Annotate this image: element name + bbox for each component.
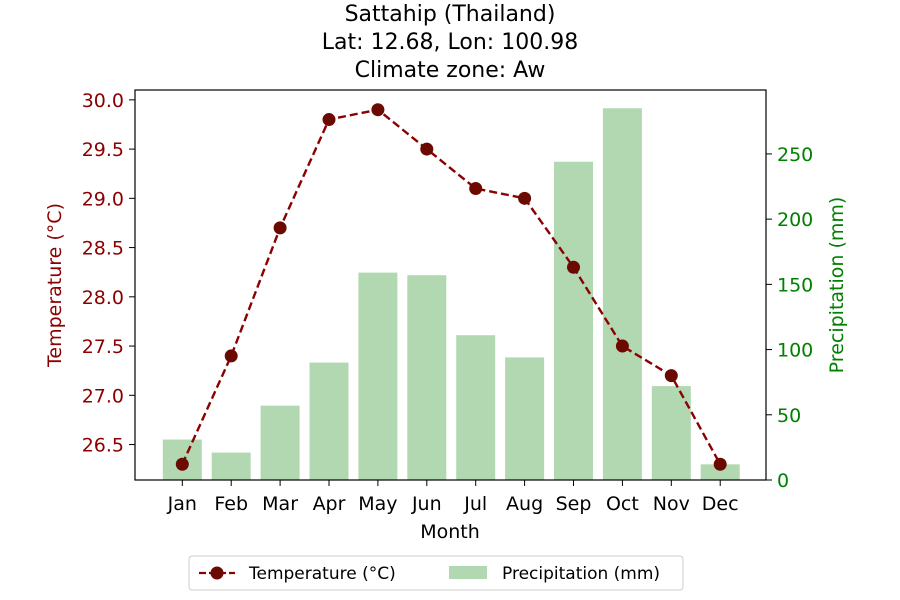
temperature-tick-label: 27.0 — [82, 385, 124, 407]
temperature-tick-label: 29.0 — [82, 188, 124, 210]
x-tick-label-jan: Jan — [167, 493, 197, 515]
x-tick-label-sep: Sep — [556, 493, 592, 515]
temperature-tick-label: 27.5 — [82, 336, 124, 358]
temperature-point-oct — [615, 339, 629, 353]
temperature-point-jun — [420, 142, 434, 156]
precipitation-bar-feb — [211, 452, 251, 480]
x-tick-label-aug: Aug — [506, 493, 543, 515]
legend-temperature-label: Temperature (°C) — [248, 564, 396, 584]
precipitation-bar-oct — [602, 108, 642, 481]
y-axis-label-temperature: Temperature (°C) — [44, 203, 66, 368]
legend: Temperature (°C) Precipitation (mm) — [188, 555, 684, 591]
temperature-tick-label: 28.0 — [82, 287, 124, 309]
chart-title-line-2: Lat: 12.68, Lon: 100.98 — [322, 30, 578, 55]
precipitation-bar-jul — [456, 335, 496, 480]
precipitation-bar-apr — [309, 362, 349, 480]
temperature-series-line — [181, 108, 722, 465]
precipitation-tick-label: 50 — [777, 405, 801, 427]
chart-title-line-3: Climate zone: Aw — [355, 58, 546, 83]
x-tick-label-dec: Dec — [702, 493, 739, 515]
x-tick-label-nov: Nov — [653, 493, 690, 515]
legend-precipitation-label: Precipitation (mm) — [502, 564, 660, 584]
precipitation-bars — [162, 108, 740, 481]
plot-frame — [134, 89, 767, 481]
precipitation-tick-label: 250 — [777, 144, 813, 166]
legend-precipitation-swatch — [449, 566, 487, 579]
temperature-tick-label: 26.5 — [82, 435, 124, 457]
x-tick-label-feb: Feb — [214, 493, 248, 515]
temperature-point-feb — [224, 349, 238, 363]
x-tick-label-oct: Oct — [606, 493, 639, 515]
temperature-point-aug — [518, 191, 532, 205]
precipitation-bar-mar — [260, 405, 300, 480]
precipitation-bar-jun — [407, 275, 447, 480]
chart-axes: Jan Feb Mar Apr May Jun Jul Aug Sep Oct Nov Dec 26.5… — [82, 89, 813, 515]
temperature-point-dec — [713, 457, 727, 471]
precipitation-bar-may — [358, 272, 398, 480]
x-tick-label-mar: Mar — [262, 493, 298, 515]
temperature-tick-label: 30.0 — [82, 90, 124, 112]
x-tick-label-jun: Jun — [411, 493, 442, 515]
temperature-point-mar — [273, 221, 287, 235]
x-tick-label-apr: Apr — [313, 493, 346, 515]
temperature-point-jul — [469, 181, 483, 195]
x-tick-label-jul: Jul — [463, 493, 487, 515]
precipitation-bar-dec — [700, 464, 740, 480]
temperature-point-nov — [664, 369, 678, 383]
temperature-point-jan — [175, 457, 189, 471]
temperature-point-sep — [567, 260, 581, 274]
legend-temperature-marker — [210, 566, 224, 580]
precipitation-tick-label: 200 — [777, 209, 813, 231]
precipitation-bar-sep — [554, 161, 594, 480]
temperature-line — [175, 103, 727, 471]
chart-title-line-1: Sattahip (Thailand) — [345, 2, 556, 27]
temperature-tick-label: 28.5 — [82, 238, 124, 260]
precipitation-tick-label: 150 — [777, 274, 813, 296]
temperature-point-apr — [322, 113, 336, 127]
x-axis-label: Month — [420, 521, 480, 543]
temperature-point-may — [371, 103, 385, 117]
temperature-tick-label: 29.5 — [82, 139, 124, 161]
precipitation-tick-label: 0 — [777, 470, 789, 492]
x-tick-label-may: May — [358, 493, 397, 515]
precipitation-tick-label: 100 — [777, 340, 813, 362]
y-axis-label-precipitation: Precipitation (mm) — [826, 197, 848, 374]
precipitation-bar-nov — [651, 386, 691, 480]
precipitation-bar-aug — [505, 357, 545, 480]
legend-frame — [188, 555, 684, 591]
